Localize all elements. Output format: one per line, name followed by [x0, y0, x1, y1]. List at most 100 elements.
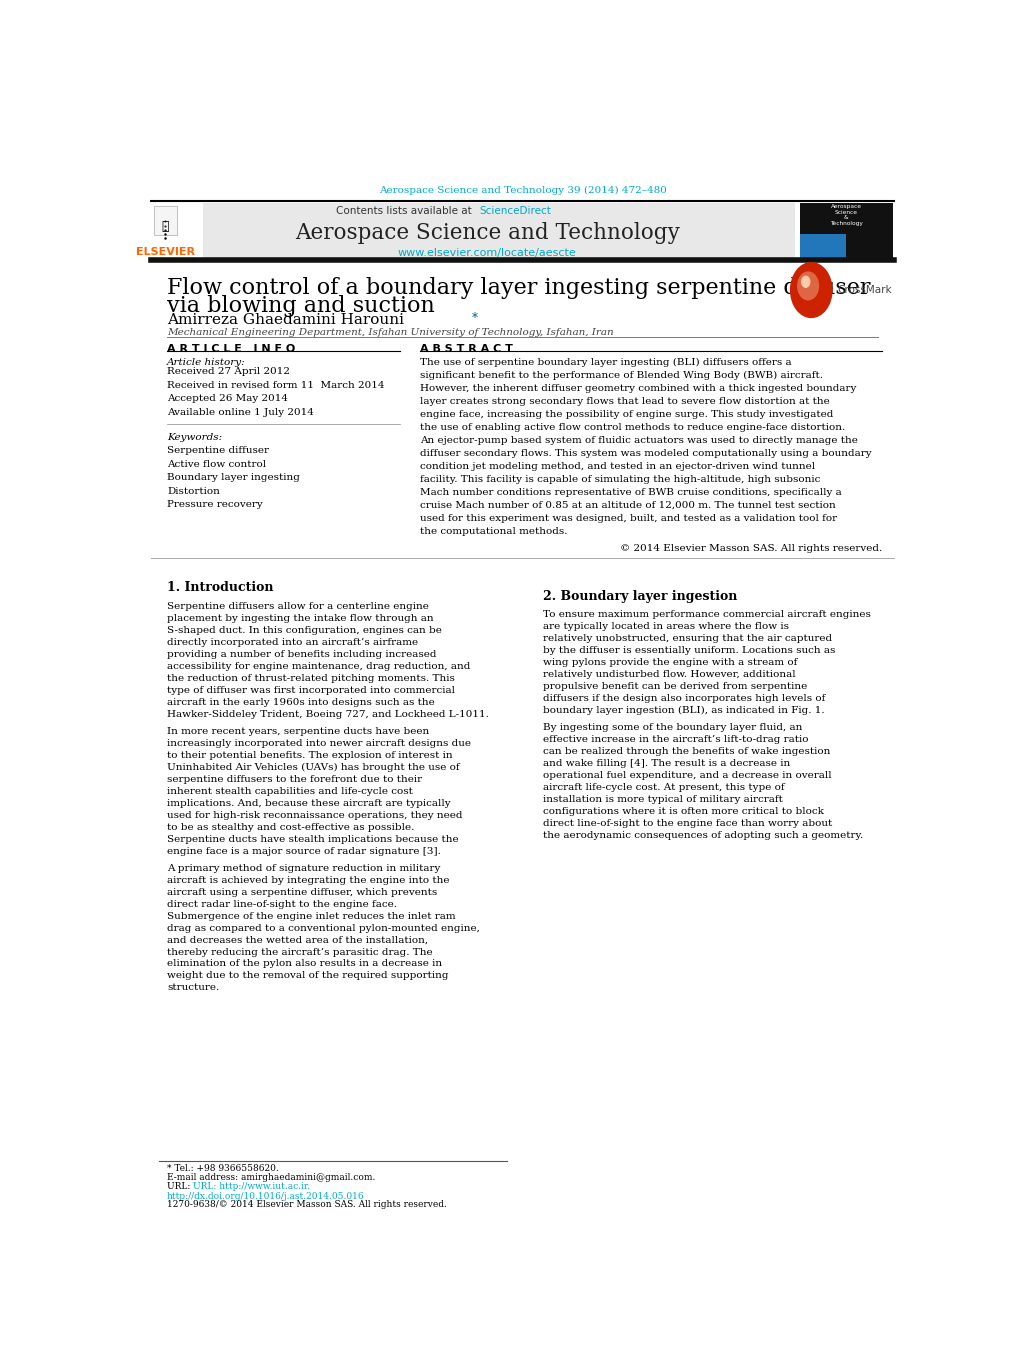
FancyBboxPatch shape	[151, 203, 203, 258]
Text: elimination of the pylon also results in a decrease in: elimination of the pylon also results in…	[167, 959, 441, 969]
Text: operational fuel expenditure, and a decrease in overall: operational fuel expenditure, and a decr…	[542, 771, 830, 780]
Text: URL:: URL:	[167, 1182, 193, 1190]
Text: to be as stealthy and cost-effective as possible.: to be as stealthy and cost-effective as …	[167, 823, 414, 832]
Text: installation is more typical of military aircraft: installation is more typical of military…	[542, 796, 782, 804]
Text: Submergence of the engine inlet reduces the inlet ram: Submergence of the engine inlet reduces …	[167, 912, 455, 920]
Text: inherent stealth capabilities and life-cycle cost: inherent stealth capabilities and life-c…	[167, 786, 413, 796]
Text: drag as compared to a conventional pylon-mounted engine,: drag as compared to a conventional pylon…	[167, 924, 479, 932]
Text: Aerospace Science and Technology: Aerospace Science and Technology	[294, 223, 679, 245]
Text: are typically located in areas where the flow is: are typically located in areas where the…	[542, 623, 788, 631]
Text: the use of enabling active flow control methods to reduce engine-face distortion: the use of enabling active flow control …	[420, 423, 845, 432]
Text: placement by ingesting the intake flow through an: placement by ingesting the intake flow t…	[167, 615, 433, 623]
Text: diffuser secondary flows. This system was modeled computationally using a bounda: diffuser secondary flows. This system wa…	[420, 449, 871, 458]
Text: can be realized through the benefits of wake ingestion: can be realized through the benefits of …	[542, 747, 829, 757]
Circle shape	[796, 272, 818, 300]
Text: 1270-9638/© 2014 Elsevier Masson SAS. All rights reserved.: 1270-9638/© 2014 Elsevier Masson SAS. Al…	[167, 1200, 446, 1209]
Text: A R T I C L E   I N F O: A R T I C L E I N F O	[167, 345, 294, 354]
Text: A B S T R A C T: A B S T R A C T	[420, 345, 513, 354]
Text: via blowing and suction: via blowing and suction	[167, 296, 434, 317]
Text: Active flow control: Active flow control	[167, 459, 266, 469]
Text: An ejector-pump based system of fluidic actuators was used to directly manage th: An ejector-pump based system of fluidic …	[420, 436, 857, 444]
Text: Pressure recovery: Pressure recovery	[167, 500, 263, 509]
Text: by the diffuser is essentially uniform. Locations such as: by the diffuser is essentially uniform. …	[542, 646, 835, 655]
Text: the reduction of thrust-related pitching moments. This: the reduction of thrust-related pitching…	[167, 674, 454, 684]
Text: www.elsevier.com/locate/aescte: www.elsevier.com/locate/aescte	[397, 249, 576, 258]
Text: and decreases the wetted area of the installation,: and decreases the wetted area of the ins…	[167, 935, 428, 944]
Text: engine face, increasing the possibility of engine surge. This study investigated: engine face, increasing the possibility …	[420, 409, 833, 419]
Text: Serpentine diffusers allow for a centerline engine: Serpentine diffusers allow for a centerl…	[167, 603, 428, 611]
Text: © 2014 Elsevier Masson SAS. All rights reserved.: © 2014 Elsevier Masson SAS. All rights r…	[620, 544, 881, 553]
Circle shape	[789, 262, 832, 317]
Text: to their potential benefits. The explosion of interest in: to their potential benefits. The explosi…	[167, 751, 452, 759]
Text: *: *	[471, 312, 477, 326]
FancyBboxPatch shape	[182, 203, 795, 258]
Text: used for high-risk reconnaissance operations, they need: used for high-risk reconnaissance operat…	[167, 811, 462, 820]
Text: facility. This facility is capable of simulating the high-altitude, high subsoni: facility. This facility is capable of si…	[420, 474, 819, 484]
Text: aircraft using a serpentine diffuser, which prevents: aircraft using a serpentine diffuser, wh…	[167, 888, 437, 897]
Text: weight due to the removal of the required supporting: weight due to the removal of the require…	[167, 971, 448, 981]
Text: Distortion: Distortion	[167, 486, 220, 496]
Text: ELSEVIER: ELSEVIER	[136, 247, 195, 258]
Text: relatively unobstructed, ensuring that the air captured: relatively unobstructed, ensuring that t…	[542, 635, 830, 643]
Text: A primary method of signature reduction in military: A primary method of signature reduction …	[167, 863, 440, 873]
Text: Article history:: Article history:	[167, 358, 246, 366]
Text: URL: http://www.iut.ac.ir.: URL: http://www.iut.ac.ir.	[193, 1182, 310, 1190]
Text: Aerospace Science and Technology 39 (2014) 472–480: Aerospace Science and Technology 39 (201…	[378, 186, 666, 195]
Text: the aerodynamic consequences of adopting such a geometry.: the aerodynamic consequences of adopting…	[542, 831, 862, 840]
Text: CrossMark: CrossMark	[837, 285, 892, 295]
Text: wing pylons provide the engine with a stream of: wing pylons provide the engine with a st…	[542, 658, 796, 667]
Text: used for this experiment was designed, built, and tested as a validation tool fo: used for this experiment was designed, b…	[420, 513, 837, 523]
Text: direct radar line-of-sight to the engine face.: direct radar line-of-sight to the engine…	[167, 900, 396, 909]
Text: aircraft in the early 1960s into designs such as the: aircraft in the early 1960s into designs…	[167, 698, 434, 707]
Text: engine face is a major source of radar signature [3].: engine face is a major source of radar s…	[167, 847, 440, 855]
Text: However, the inherent diffuser geometry combined with a thick ingested boundary: However, the inherent diffuser geometry …	[420, 384, 856, 393]
FancyBboxPatch shape	[154, 205, 177, 235]
Text: serpentine diffusers to the forefront due to their: serpentine diffusers to the forefront du…	[167, 775, 422, 784]
Text: accessibility for engine maintenance, drag reduction, and: accessibility for engine maintenance, dr…	[167, 662, 470, 671]
Text: Received in revised form 11  March 2014: Received in revised form 11 March 2014	[167, 381, 384, 389]
Text: effective increase in the aircraft’s lift-to-drag ratio: effective increase in the aircraft’s lif…	[542, 735, 807, 744]
Text: 1. Introduction: 1. Introduction	[167, 581, 273, 594]
Text: Mechanical Engineering Department, Isfahan University of Technology, Isfahan, Ir: Mechanical Engineering Department, Isfah…	[167, 327, 613, 336]
Text: Available online 1 July 2014: Available online 1 July 2014	[167, 408, 314, 416]
Text: implications. And, because these aircraft are typically: implications. And, because these aircraf…	[167, 798, 450, 808]
Text: Amirreza Ghaedamini Harouni: Amirreza Ghaedamini Harouni	[167, 313, 404, 327]
Text: layer creates strong secondary flows that lead to severe flow distortion at the: layer creates strong secondary flows tha…	[420, 397, 828, 405]
Text: Received 27 April 2012: Received 27 April 2012	[167, 367, 289, 376]
Text: boundary layer ingestion (BLI), as indicated in Fig. 1.: boundary layer ingestion (BLI), as indic…	[542, 707, 823, 715]
Text: ScienceDirect: ScienceDirect	[479, 205, 550, 216]
FancyBboxPatch shape	[800, 234, 892, 258]
Text: Contents lists available at: Contents lists available at	[336, 205, 475, 216]
Text: 2. Boundary layer ingestion: 2. Boundary layer ingestion	[542, 589, 736, 603]
Text: structure.: structure.	[167, 984, 219, 993]
Text: The use of serpentine boundary layer ingesting (BLI) diffusers offers a: The use of serpentine boundary layer ing…	[420, 358, 791, 367]
Text: direct line-of-sight to the engine face than worry about: direct line-of-sight to the engine face …	[542, 819, 830, 828]
Text: type of diffuser was first incorporated into commercial: type of diffuser was first incorporated …	[167, 686, 454, 694]
Text: S-shaped duct. In this configuration, engines can be: S-shaped duct. In this configuration, en…	[167, 626, 441, 635]
Text: * Tel.: +98 9366558620.: * Tel.: +98 9366558620.	[167, 1165, 278, 1173]
Circle shape	[800, 276, 810, 288]
Text: In more recent years, serpentine ducts have been: In more recent years, serpentine ducts h…	[167, 727, 429, 736]
Text: thereby reducing the aircraft’s parasitic drag. The: thereby reducing the aircraft’s parasiti…	[167, 947, 432, 957]
Text: E-mail address: amirghaedamini@gmail.com.: E-mail address: amirghaedamini@gmail.com…	[167, 1173, 375, 1182]
Text: configurations where it is often more critical to block: configurations where it is often more cr…	[542, 807, 822, 816]
Text: condition jet modeling method, and tested in an ejector-driven wind tunnel: condition jet modeling method, and teste…	[420, 462, 814, 470]
Text: and wake filling [4]. The result is a decrease in: and wake filling [4]. The result is a de…	[542, 759, 789, 769]
Text: Serpentine ducts have stealth implications because the: Serpentine ducts have stealth implicatio…	[167, 835, 459, 843]
Text: Aerospace
Science
&
Technology: Aerospace Science & Technology	[828, 204, 862, 226]
FancyBboxPatch shape	[845, 234, 892, 258]
Text: 🌲: 🌲	[162, 220, 169, 234]
Text: providing a number of benefits including increased: providing a number of benefits including…	[167, 650, 436, 659]
Text: aircraft life-cycle cost. At present, this type of: aircraft life-cycle cost. At present, th…	[542, 784, 784, 792]
Text: increasingly incorporated into newer aircraft designs due: increasingly incorporated into newer air…	[167, 739, 471, 748]
Text: propulsive benefit can be derived from serpentine: propulsive benefit can be derived from s…	[542, 682, 806, 692]
Text: Boundary layer ingesting: Boundary layer ingesting	[167, 473, 300, 482]
Text: the computational methods.: the computational methods.	[420, 527, 567, 536]
Text: Keywords:: Keywords:	[167, 432, 222, 442]
Text: By ingesting some of the boundary layer fluid, an: By ingesting some of the boundary layer …	[542, 723, 801, 732]
Text: significant benefit to the performance of Blended Wing Body (BWB) aircraft.: significant benefit to the performance o…	[420, 370, 822, 380]
Text: relatively undisturbed flow. However, additional: relatively undisturbed flow. However, ad…	[542, 670, 795, 680]
FancyBboxPatch shape	[800, 203, 892, 234]
Text: cruise Mach number of 0.85 at an altitude of 12,000 m. The tunnel test section: cruise Mach number of 0.85 at an altitud…	[420, 501, 835, 509]
Text: aircraft is achieved by integrating the engine into the: aircraft is achieved by integrating the …	[167, 875, 449, 885]
